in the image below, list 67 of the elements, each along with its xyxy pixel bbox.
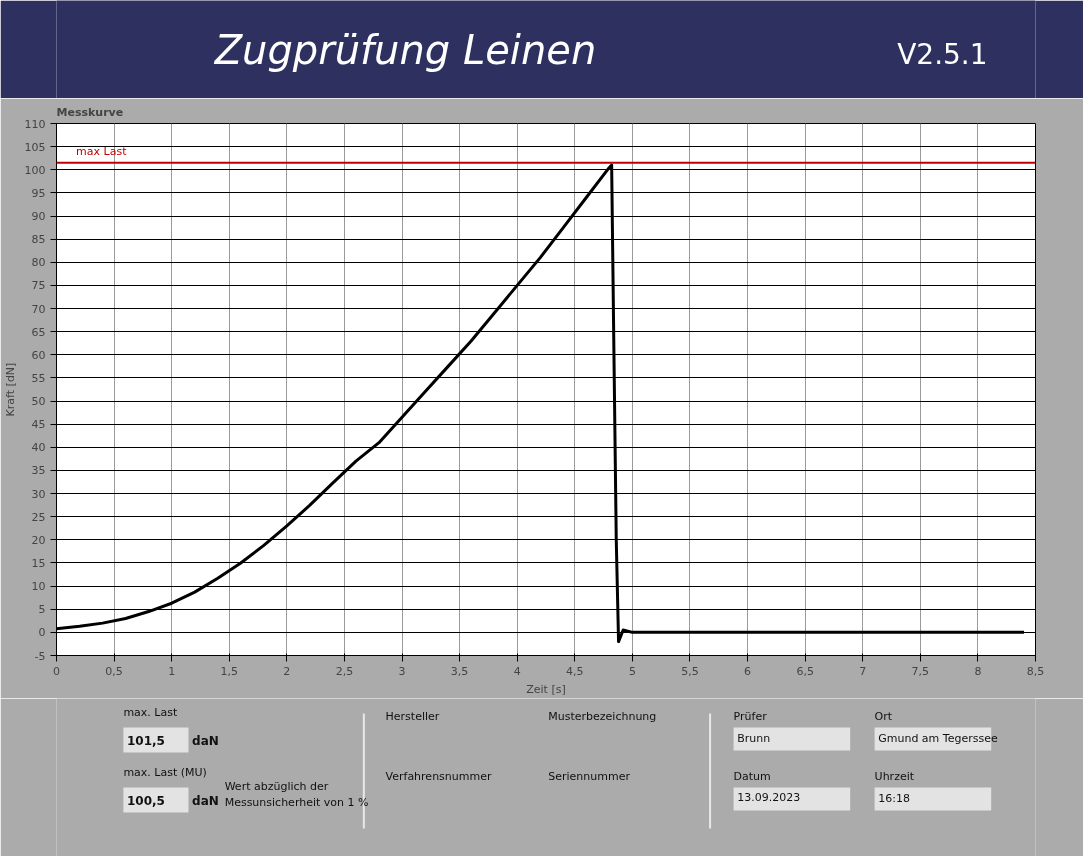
- y-tick-label: 0: [38, 626, 46, 640]
- x-tick-label: 4: [513, 664, 521, 678]
- x-tick-label: 5: [628, 664, 636, 678]
- y-tick-label: 25: [31, 510, 46, 524]
- text: Prüfer: [733, 710, 768, 723]
- text: Brunn: [737, 732, 771, 745]
- text: Verfahrensnummer: [385, 770, 492, 783]
- x-tick-label: 2: [283, 664, 291, 678]
- y-tick-label: 80: [31, 256, 46, 270]
- x-tick-label: 6,5: [796, 664, 814, 678]
- y-tick-label: 20: [31, 533, 46, 547]
- y-tick-label: 60: [31, 348, 46, 362]
- x-tick-label: 7: [859, 664, 867, 678]
- y-tick-label: 5: [38, 603, 46, 617]
- text: daN: [192, 793, 219, 808]
- y-tick-label: 105: [24, 140, 46, 154]
- y-tick-label: 35: [31, 464, 46, 478]
- text: daN: [192, 733, 219, 748]
- text: Ort: [874, 710, 893, 723]
- y-tick-label: 75: [31, 279, 46, 293]
- x-tick-label: 0: [53, 664, 60, 678]
- x-tick-label: 8: [974, 664, 982, 678]
- y-tick-label: 30: [31, 487, 46, 501]
- x-tick-label: 2,5: [335, 664, 354, 678]
- x-axis-title: Zeit [s]: [526, 682, 566, 696]
- text: 101,5: [127, 734, 165, 748]
- y-tick-label: 55: [31, 371, 46, 385]
- text: 100,5: [127, 794, 165, 808]
- y-tick-label: 40: [31, 441, 46, 455]
- x-tick-label: 3,5: [450, 664, 469, 678]
- chart-title: Zugprüfung Leinen: [213, 26, 597, 73]
- y-tick-label: 100: [24, 163, 46, 177]
- text: Uhrzeit: [874, 770, 915, 783]
- y-tick-label: 10: [31, 580, 46, 594]
- text: 13.09.2023: [737, 790, 801, 804]
- y-tick-label: 45: [31, 418, 46, 432]
- y-axis-title: Kraft [dN]: [3, 362, 17, 417]
- text: max. Last (MU): [123, 766, 207, 779]
- y-tick-label: 50: [31, 395, 46, 409]
- x-tick-label: 4,5: [566, 664, 584, 678]
- x-tick-label: 8,5: [1026, 664, 1045, 678]
- x-tick-label: 0,5: [105, 664, 123, 678]
- text: Gmund am Tegerssee: [878, 732, 998, 745]
- y-tick-label: 65: [31, 325, 46, 339]
- text: Musterbezeichnung: [548, 710, 657, 723]
- text: Hersteller: [385, 710, 440, 723]
- y-tick-label: 110: [24, 117, 46, 131]
- text: V2.5.1: [897, 38, 988, 71]
- x-tick-label: 3: [398, 664, 406, 678]
- y-tick-label: 85: [31, 233, 46, 247]
- text: Seriennummer: [548, 770, 631, 783]
- x-tick-label: 7,5: [911, 664, 930, 678]
- x-tick-label: 1: [168, 664, 176, 678]
- y-tick-label: 15: [31, 556, 46, 570]
- y-tick-label: 70: [31, 302, 46, 316]
- text: Datum: [733, 770, 771, 783]
- y-tick-label: 90: [31, 210, 46, 224]
- text: max. Last: [123, 706, 178, 719]
- text: 16:18: [878, 792, 910, 805]
- x-tick-label: 5,5: [681, 664, 699, 678]
- y-tick-label: 95: [31, 186, 46, 200]
- x-tick-label: 1,5: [220, 664, 239, 678]
- ref-line-label: max Last: [76, 145, 128, 159]
- text: Wert abzüglich der Messunsicherheit von 1 %: [224, 780, 369, 809]
- x-tick-label: 6: [744, 664, 752, 678]
- chart-subtitle: Messkurve: [56, 105, 124, 119]
- y-tick-label: -5: [34, 649, 46, 663]
